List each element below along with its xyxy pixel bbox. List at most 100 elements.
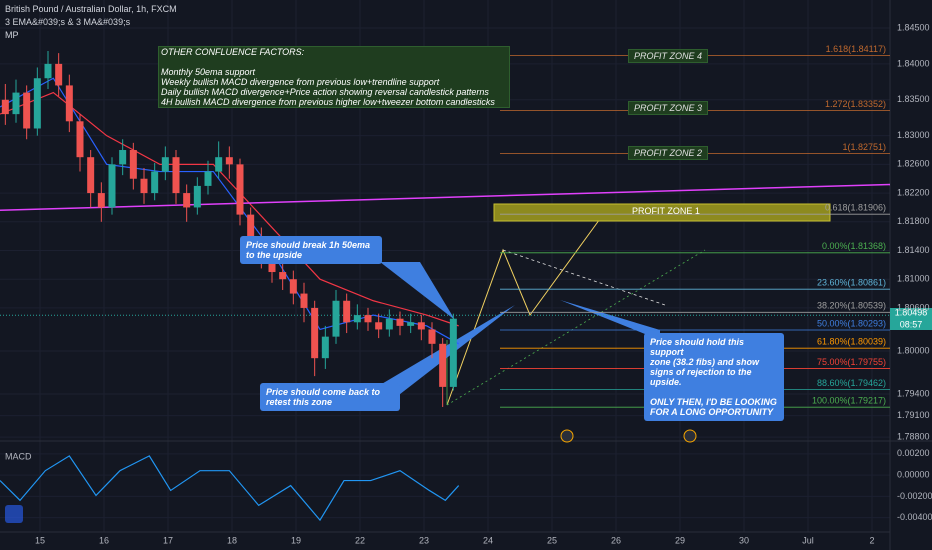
indicator: MP [5,30,19,40]
x-tick-label: 29 [675,535,685,545]
countdown: 08:57 [900,319,923,329]
indicator-line [0,183,891,212]
candle-body [1,99,9,115]
candle-body [140,178,148,194]
confluence-line: 4H bullish MACD divergence from previous… [161,97,495,107]
y-tick-label: 1.81400 [897,245,930,255]
candle-body [183,193,191,208]
callout: Price should come back to retest this zo… [260,383,400,411]
confluence-box: OTHER CONFLUENCE FACTORS: Monthly 50ema … [158,46,510,108]
candle-body [279,272,287,280]
fib-label: 1(1.82751) [842,142,886,152]
callout-pointer [380,262,455,320]
x-tick-label: 2 [869,535,874,545]
indicator: 3 EMA&#039;s & 3 MA&#039;s [5,17,131,27]
fib-label: 0.618(1.81906) [825,203,886,213]
candle-body [12,92,20,115]
callout-line: to the upside [246,250,302,260]
logo [5,505,23,523]
fib-label: 88.60%(1.79462) [817,378,886,388]
callout-pointer [380,305,515,398]
fib-label: 1.618(1.84117) [826,44,886,54]
x-tick-label: 16 [99,535,109,545]
callout-line: Price should come back to [266,387,381,397]
candle-body [289,279,297,294]
confluence-line: OTHER CONFLUENCE FACTORS: [161,47,305,57]
callout-line: upside. [650,377,682,387]
event-icon [560,429,574,443]
price-axis [890,0,932,550]
candle-body [407,322,415,326]
x-tick-label: 26 [611,535,621,545]
x-tick-label: 25 [547,535,557,545]
y-tick-label: 1.79400 [897,388,930,398]
candle-body [55,63,63,86]
profit-zone: PROFIT ZONE 2 [628,146,709,160]
fib-label: 38.20%(1.80539) [817,301,886,311]
spacer [161,57,507,67]
callout-line: zone (38.2 fibs) and show [650,357,760,367]
candle-body [375,322,383,330]
y-tick-label: 1.80600 [897,302,930,312]
profit-zone: PROFIT ZONE 3 [628,101,709,115]
x-tick-label: 24 [483,535,493,545]
fib-label: 1.272(1.83352) [825,99,886,109]
x-tick-label: Jul [802,535,814,545]
title: British Pound / Australian Dollar, 1h, F… [5,4,177,14]
y-tick-label: 1.78800 [897,432,930,442]
candle-body [268,257,276,273]
event-icon [683,429,697,443]
candle-body [343,300,351,323]
candle-body [119,150,127,165]
macd-tick-label: -0.00200 [897,491,932,501]
candle-body [236,164,244,215]
candle-body [44,63,52,79]
fib-label: 0.00%(1.81368) [822,241,886,251]
callout-line: Price should hold this support [650,337,745,357]
candle-body [23,92,31,129]
callout-line: Price should break 1h 50ema [246,240,371,250]
y-tick-label: 1.80000 [897,345,930,355]
confluence-line: Weekly bullish MACD divergence from prev… [161,77,440,87]
profit-zone: PROFIT ZONE 4 [628,49,709,63]
candle-body [204,171,212,186]
y-tick-label: 1.83000 [897,130,930,140]
candle-body [247,214,255,237]
dashed-line [502,249,666,306]
x-tick-label: 18 [227,535,237,545]
candle-body [97,193,105,208]
candle-body [151,171,159,194]
y-tick-label: 1.81000 [897,274,930,284]
y-tick-label: 1.82600 [897,159,930,169]
x-tick-label: 19 [291,535,301,545]
y-tick-label: 1.83500 [897,94,930,104]
y-tick-label: 1.81800 [897,216,930,226]
candle-body [172,157,180,194]
candle-body [65,85,73,122]
candle-body [215,157,223,172]
x-tick-label: 15 [35,535,45,545]
callout-line: signs of rejection to the [650,367,752,377]
candle-body [129,150,137,179]
candle-body [225,157,233,165]
candle-body [311,307,319,359]
callout: Price should hold this support zone (38.… [644,333,784,421]
confluence-line: Monthly 50ema support [161,67,256,77]
callout-line: FOR A LONG OPPORTUNITY [650,407,774,417]
candle-body [385,318,393,330]
price-tag [890,308,932,330]
profit-zone-1-box [493,203,831,222]
candle-body [364,315,372,323]
candle-body [300,293,308,308]
candle-body [353,315,361,323]
x-tick-label: 22 [355,535,365,545]
macd-line [0,455,460,522]
y-tick-label: 1.84500 [897,22,930,32]
candle-body [439,343,447,387]
candle-body [76,121,84,158]
candle-body [193,185,201,208]
last-price: 1.80498 [895,307,928,317]
fib-label: 75.00%(1.79755) [817,357,886,367]
